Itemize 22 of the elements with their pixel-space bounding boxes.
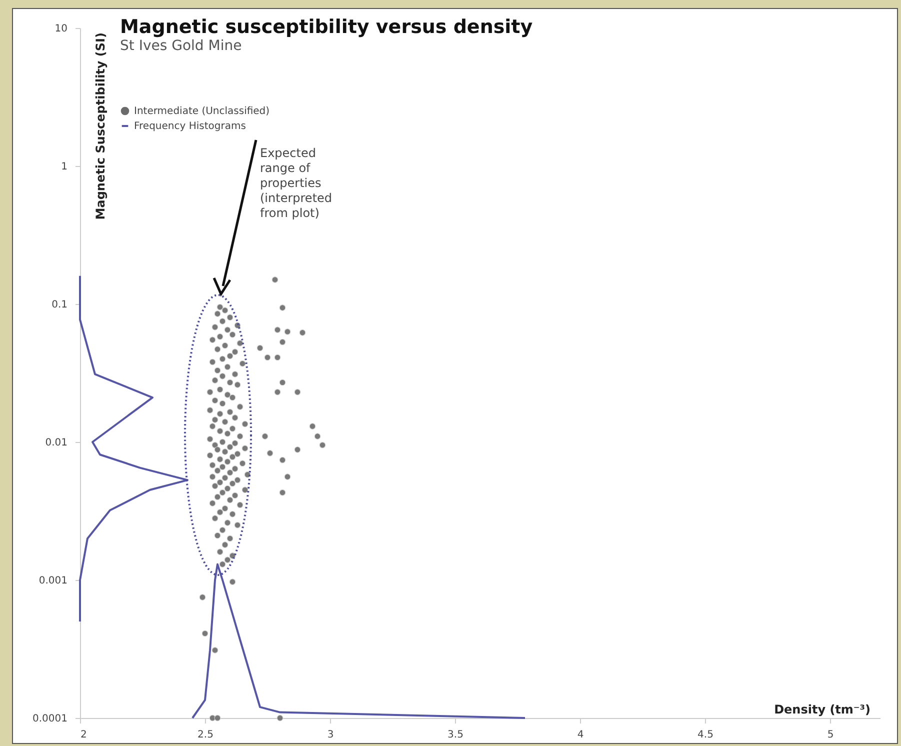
x-tick-label: 4.5 [698, 730, 714, 740]
x-tick-label: 4 [577, 730, 584, 740]
x-tick-label: 3.5 [448, 730, 464, 740]
text: St Ives Gold Mine [120, 38, 242, 54]
x-tick-label: 3 [327, 730, 334, 740]
y-axis-title: Magnetic Susceptibility (SI) [94, 32, 108, 220]
x-axis-title: Density (tm⁻³) [774, 702, 870, 716]
y-tick-label: 1 [61, 162, 68, 172]
y-tick-label: 0.01 [45, 438, 68, 448]
x-tick-label: 5 [827, 730, 834, 740]
legend-label: Frequency Histograms [134, 121, 246, 132]
y-tick-label: 0.1 [52, 300, 68, 310]
x-tick-label: 2 [80, 730, 87, 740]
legend-label: Intermediate (Unclassified) [134, 106, 270, 117]
line-series [79, 274, 188, 623]
annotation: Expected range of properties (interpreted from plot) [260, 146, 332, 220]
x-tick-label: 2.5 [198, 730, 214, 740]
y-tick-label: 0.0001 [32, 714, 68, 724]
line-series [192, 563, 526, 719]
chart-title: Magnetic susceptibility versus density [120, 16, 534, 38]
y-tick-label: 10 [54, 24, 68, 34]
y-tick-label: 0.001 [38, 576, 68, 586]
